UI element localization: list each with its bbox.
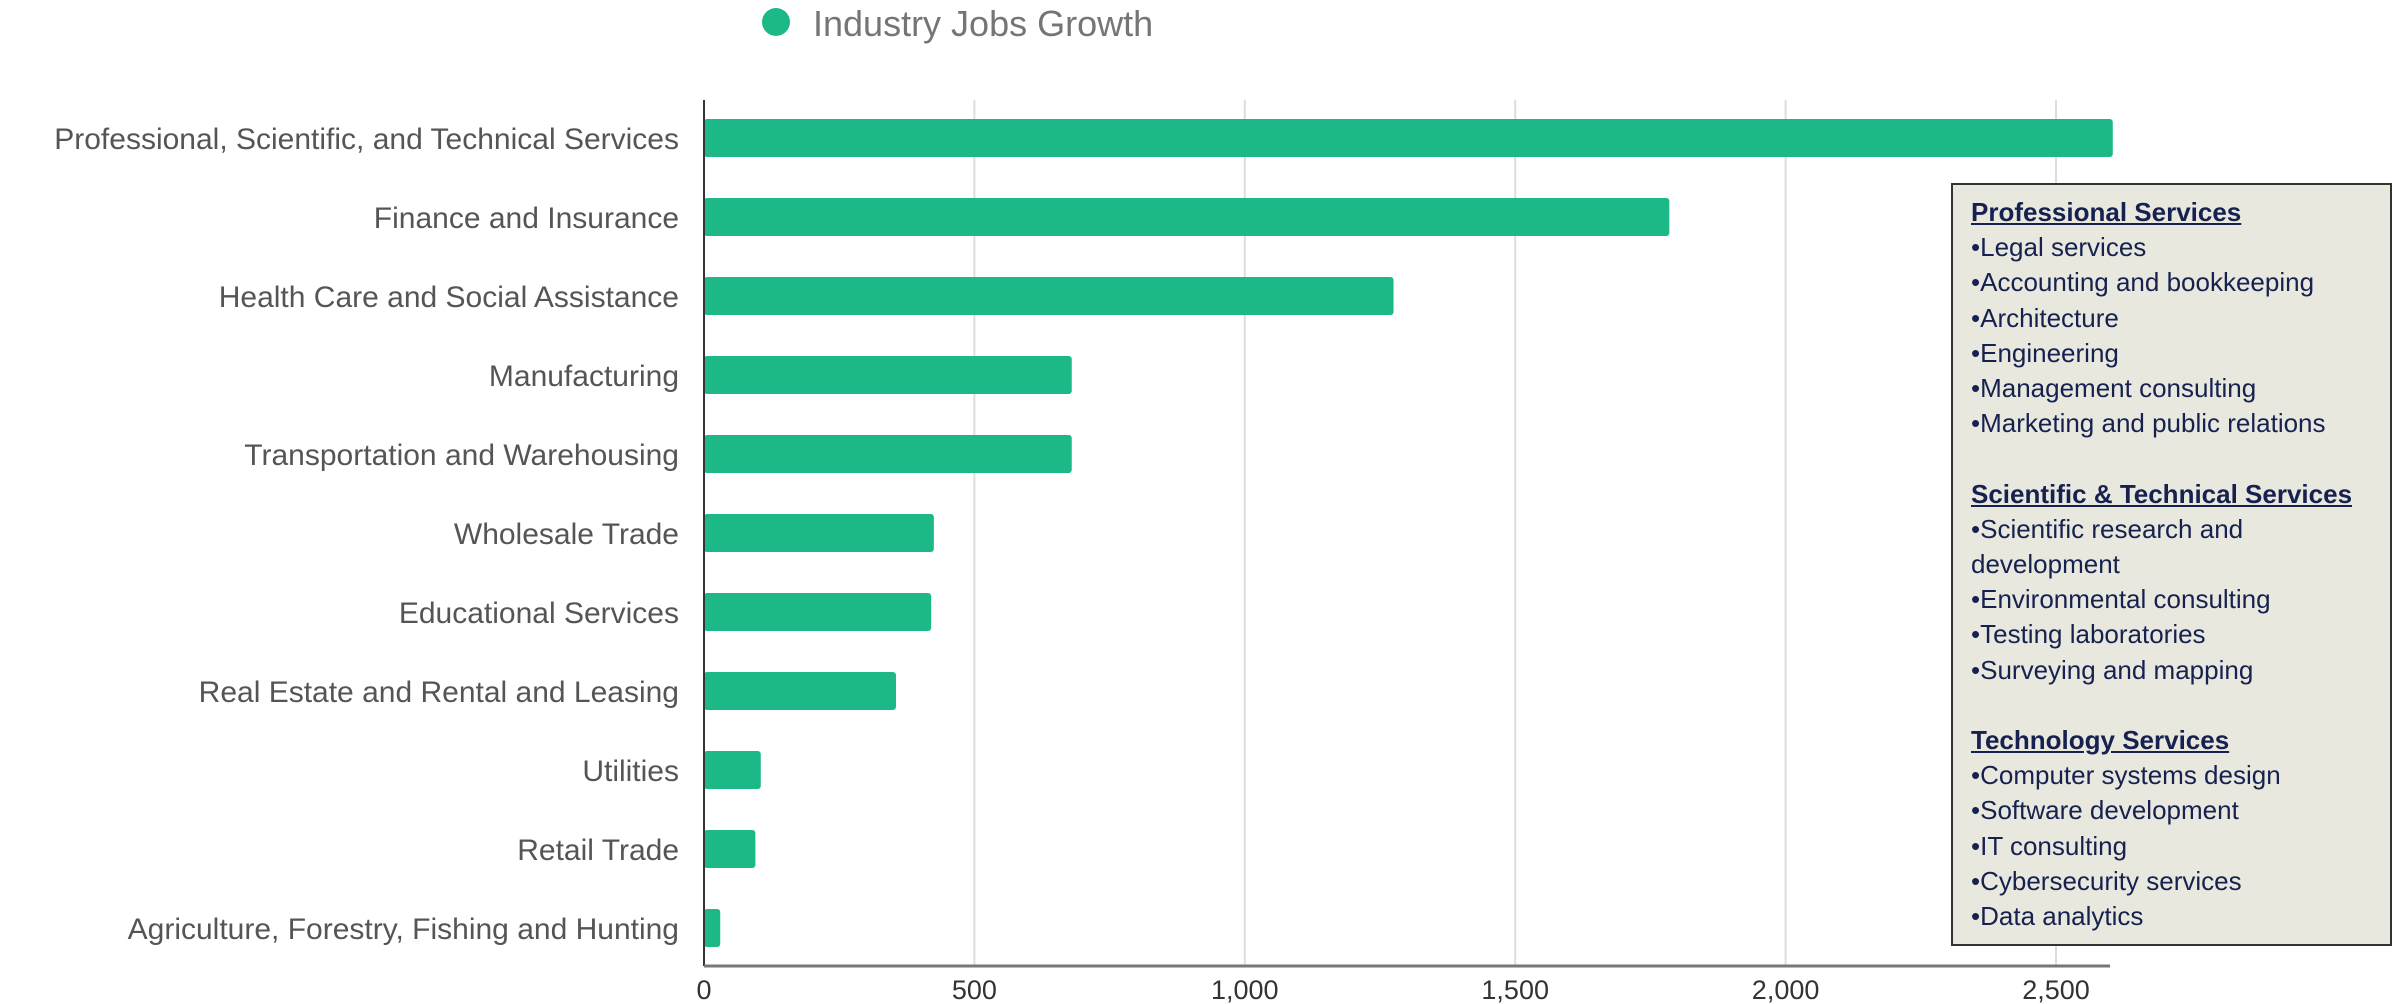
- category-labels: Professional, Scientific, and Technical …: [54, 123, 679, 946]
- info-item: •Data analytics: [1971, 901, 2144, 932]
- category-label: Real Estate and Rental and Leasing: [199, 676, 679, 709]
- info-item: •Testing laboratories: [1971, 619, 2206, 650]
- info-item: •Computer systems design: [1971, 760, 2281, 791]
- x-tick-labels: 0 500 1,000 1,500 2,000 2,500: [696, 975, 2089, 1004]
- info-heading: Scientific & Technical Services: [1971, 478, 2353, 509]
- industry-info-box: Professional Services •Legal services •A…: [1951, 183, 2392, 946]
- category-label: Agriculture, Forestry, Fishing and Hunti…: [128, 913, 679, 946]
- category-label: Professional, Scientific, and Technical …: [54, 123, 679, 156]
- category-label: Health Care and Social Assistance: [219, 281, 679, 314]
- info-item: •Cybersecurity services: [1971, 865, 2242, 896]
- bar: [704, 751, 761, 789]
- bar: [704, 356, 1072, 394]
- info-item: •Engineering: [1971, 337, 2119, 368]
- category-label: Utilities: [582, 755, 679, 788]
- info-item: •Scientific research and development: [1971, 513, 2244, 580]
- category-label: Educational Services: [399, 597, 679, 630]
- info-item: •Accounting and bookkeeping: [1971, 267, 2315, 298]
- x-tick-label: 1,500: [1481, 975, 1549, 1004]
- legend: Industry Jobs Growth: [762, 3, 1153, 44]
- info-heading: Technology Services: [1971, 725, 2230, 756]
- x-tick-label: 2,500: [2022, 975, 2090, 1004]
- bar: [704, 672, 896, 710]
- bar: [704, 435, 1072, 473]
- bar: [704, 909, 721, 947]
- bar: [704, 277, 1394, 315]
- info-item: •Management consulting: [1971, 373, 2257, 404]
- axes: [703, 100, 2111, 968]
- info-section-professional: Professional Services •Legal services •A…: [1971, 195, 2390, 441]
- x-tick-label: 2,000: [1752, 975, 1820, 1004]
- info-item: •Software development: [1971, 795, 2239, 826]
- x-tick-label: 0: [696, 975, 711, 1004]
- info-item: •Surveying and mapping: [1971, 654, 2254, 685]
- info-item: •Environmental consulting: [1971, 584, 2271, 615]
- category-label: Manufacturing: [489, 360, 679, 393]
- info-section-technology: Technology Services •Computer systems de…: [1971, 723, 2390, 934]
- legend-label: Industry Jobs Growth: [813, 3, 1153, 44]
- info-section-scientific: Scientific & Technical Services •Scienti…: [1971, 477, 2390, 688]
- category-label: Finance and Insurance: [374, 202, 679, 235]
- x-tick-label: 500: [952, 975, 997, 1004]
- bar: [704, 514, 934, 552]
- bars: [704, 119, 2113, 947]
- info-item: •Architecture: [1971, 302, 2119, 333]
- bar: [704, 593, 932, 631]
- x-tick-label: 1,000: [1211, 975, 1279, 1004]
- category-label: Transportation and Warehousing: [244, 439, 679, 472]
- legend-marker: [762, 8, 790, 36]
- info-heading: Professional Services: [1971, 197, 2242, 227]
- info-item: •IT consulting: [1971, 830, 2128, 861]
- info-item: •Legal services: [1971, 232, 2147, 263]
- bar: [704, 830, 756, 868]
- category-label: Wholesale Trade: [454, 518, 679, 551]
- bar: [704, 119, 2113, 157]
- bar: [704, 198, 1670, 236]
- category-label: Retail Trade: [517, 834, 679, 867]
- info-item: •Marketing and public relations: [1971, 408, 2326, 439]
